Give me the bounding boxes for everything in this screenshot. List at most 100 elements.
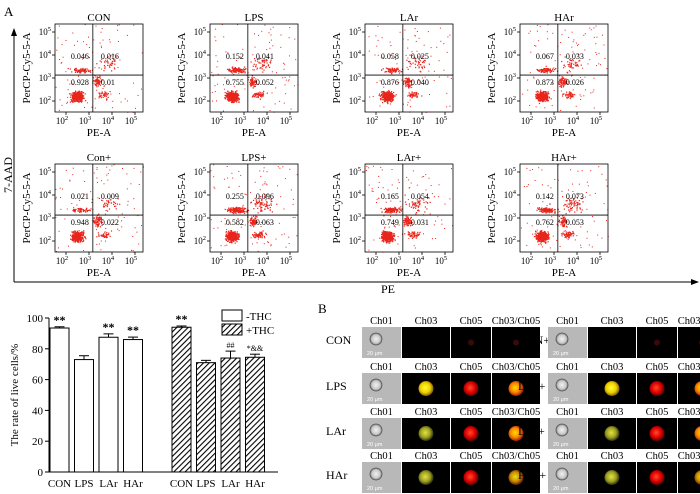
x-tick-label: 104	[567, 115, 580, 126]
fluorescent-cell	[418, 470, 434, 485]
quadrant-ur-value: 0.073	[566, 192, 584, 201]
flow-plot-title: LAr	[400, 12, 419, 24]
significance-mark: **	[176, 312, 188, 326]
fluorescent-cell	[418, 426, 434, 441]
quadrant-ur-value: 0.096	[256, 192, 274, 201]
y-tick-label: 104	[194, 189, 207, 200]
x-tick-label: 102	[211, 255, 223, 266]
bar-y-tick-label: 80	[32, 344, 44, 356]
y-tick-label: 104	[39, 49, 52, 60]
flow-cytometry-plots: CON 0.046 0.016 0.928 0.01 102 102 103 103 104 104…	[21, 12, 609, 279]
scale-bar-label: 20 μm	[367, 442, 383, 448]
outer-y-axis-arrow	[11, 28, 17, 36]
flow-plot-frame	[54, 23, 144, 113]
channel-header: Ch01	[556, 407, 579, 418]
y-tick-label: 105	[39, 166, 51, 177]
brightfield-tile	[548, 418, 587, 449]
quadrant-ul-value: 0.046	[71, 52, 89, 61]
bar-category-label: LAr	[99, 478, 118, 490]
significance-mark: *&&	[247, 344, 264, 353]
flow-events	[365, 165, 453, 253]
channel-header: Ch05	[460, 362, 483, 373]
x-tick-label: 103	[544, 255, 556, 266]
x-tick-label: 104	[412, 115, 425, 126]
imaging-row-lar: LAr Ch01 20 μm Ch03 Ch05 Ch03/Ch05	[326, 407, 540, 449]
legend-swatch-plus-thc	[221, 323, 243, 336]
flow-plot-title: HAr+	[551, 152, 577, 164]
fluorescent-cell	[418, 381, 434, 396]
flow-plot-title: LAr+	[397, 152, 422, 164]
significance-mark: **	[127, 323, 139, 337]
channel-header: Ch05	[460, 316, 483, 327]
quadrant-ur-value: 0.025	[411, 52, 429, 61]
channel-header: Ch03/Ch05	[492, 362, 540, 373]
y-tick-label: 102	[504, 95, 516, 106]
y-tick-label: 104	[349, 189, 362, 200]
flow-plot-con-plus: Con+ 0.021 0.009 0.948 0.022 102 102 103 103 104 1…	[21, 152, 144, 279]
x-tick-label: 104	[257, 115, 270, 126]
x-tick-label: 104	[567, 255, 580, 266]
y-tick-label: 103	[504, 212, 516, 223]
flow-plot-lps: LPS 0.152 0.041 0.755 0.052 102 102 103 103 104 10…	[176, 12, 299, 139]
flow-plot-frame	[364, 23, 454, 113]
bar-chart-ylabel: The rate of live cells/%	[9, 344, 21, 447]
fluorescence-tile	[402, 327, 450, 358]
y-tick-label: 104	[504, 189, 517, 200]
quadrant-ll-value: 0.928	[71, 78, 89, 87]
brightfield-cell	[369, 332, 383, 346]
bar-minus-thc-con	[49, 327, 70, 473]
channel-header: Ch01	[370, 451, 393, 462]
flow-plot-frame	[364, 163, 454, 253]
fluorescent-cell	[649, 470, 665, 485]
imaging-row-lps-plus: LPS+ Ch01 20 μm Ch03 Ch05 Ch03/Ch05	[518, 362, 700, 404]
imaging-row-lps: LPS Ch01 20 μm Ch03 Ch05 Ch03/Ch05	[326, 362, 540, 404]
bar-category-label: CON	[170, 478, 193, 490]
imaging-row-label: LAr	[326, 424, 346, 438]
x-tick-label: 102	[521, 115, 533, 126]
live-cell-bar-chart: The rate of live cells/% 0 20 40 60 80 100 **…	[9, 309, 278, 490]
flow-plot-ylabel: PerCP-Cy5-5-A	[486, 33, 498, 104]
channel-header: Ch05	[646, 362, 669, 373]
outer-y-axis-label: 7-AAD	[1, 157, 15, 193]
channel-header: Ch01	[556, 362, 579, 373]
flow-plot-frame	[519, 163, 609, 253]
fluorescence-tile	[678, 462, 700, 493]
fluorescent-cell	[604, 470, 620, 485]
y-tick-label: 102	[39, 235, 51, 246]
fluorescent-cell	[508, 381, 524, 396]
y-tick-label: 102	[349, 235, 361, 246]
flow-plot-title: CON	[87, 12, 110, 24]
x-tick-label: 103	[389, 255, 401, 266]
bar-y-tick-label: 0	[38, 467, 44, 479]
quadrant-ll-value: 0.876	[381, 78, 399, 87]
quadrant-ul-value: 0.255	[226, 192, 244, 201]
x-tick-label: 104	[102, 115, 115, 126]
scale-bar-label: 20 μm	[553, 486, 569, 492]
imaging-row-label: HAr+	[518, 468, 546, 482]
x-tick-label: 104	[102, 255, 115, 266]
y-tick-label: 104	[39, 189, 52, 200]
imaging-row-lar-plus: LAr+ Ch01 20 μm Ch03 Ch05 Ch03/Ch05	[518, 407, 700, 449]
x-tick-label: 103	[79, 255, 91, 266]
scale-bar-label: 20 μm	[367, 351, 383, 357]
channel-header: Ch03/Ch05	[678, 451, 700, 462]
x-tick-label: 103	[234, 255, 246, 266]
channel-header: Ch01	[556, 451, 579, 462]
flow-plot-lps-plus: LPS+ 0.255 0.096 0.582 0.063 102 102 103 103 104 1…	[176, 152, 299, 279]
fluorescence-tile	[678, 373, 700, 404]
y-tick-label: 102	[349, 95, 361, 106]
legend-swatch-minus-thc	[221, 309, 243, 322]
quadrant-ur-value: 0.033	[566, 52, 584, 61]
quadrant-ll-value: 0.749	[381, 218, 399, 227]
imaging-row-label: CON	[326, 333, 352, 347]
imaging-row-label: HAr	[326, 468, 347, 482]
x-tick-label: 105	[590, 255, 602, 266]
fluorescence-tile	[588, 327, 636, 358]
imaging-row-label: LPS	[326, 379, 347, 393]
channel-header: Ch03/Ch05	[492, 451, 540, 462]
imaging-row-con-plus: CON+ Ch01 20 μm Ch03 Ch05 Ch03/Ch05	[518, 316, 700, 358]
outer-x-axis-arrow	[691, 279, 699, 285]
brightfield-tile	[362, 373, 401, 404]
y-tick-label: 105	[194, 26, 206, 37]
significance-mark: **	[103, 320, 115, 334]
